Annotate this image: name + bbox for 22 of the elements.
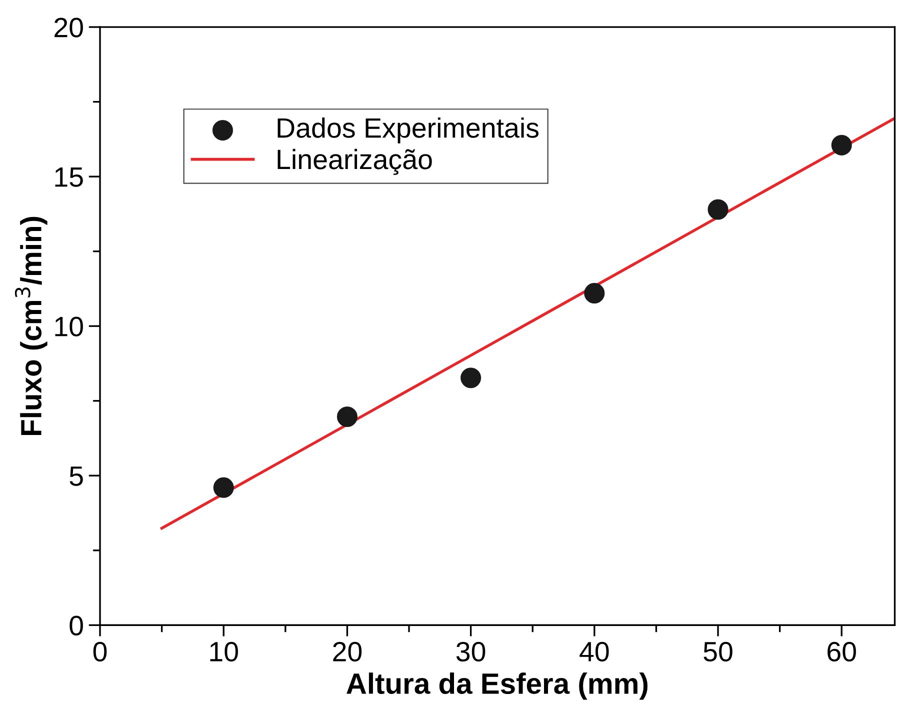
legend-label: Dados Experimentais: [278, 117, 539, 144]
point: [708, 199, 728, 220]
x-tick-label: 0: [93, 642, 107, 662]
x-tick-label: 60: [828, 642, 856, 662]
y-axis-title: Fluxo (cm$^{3}$/min): [14, 216, 48, 435]
x-tick-label: 50: [704, 642, 732, 662]
y-tick-label: 20: [54, 18, 83, 38]
y-tick-label: 15: [55, 168, 83, 187]
x-tick-label: 30: [456, 642, 486, 662]
point: [584, 282, 605, 304]
point: [213, 477, 234, 498]
point: [460, 368, 482, 388]
point: [831, 134, 852, 156]
y-tick-label: 0: [70, 616, 83, 636]
x-tick-label: 10: [210, 642, 238, 662]
legend-label: Linearização: [278, 148, 432, 175]
x-tick-label: 40: [580, 642, 609, 662]
y-tick-label: 5: [70, 466, 83, 486]
y-tick-label: 10: [55, 316, 83, 336]
x-tick-label: 20: [333, 642, 362, 662]
point: [336, 406, 358, 427]
x-axis-title: Altura da Esfera (mm): [346, 672, 648, 700]
